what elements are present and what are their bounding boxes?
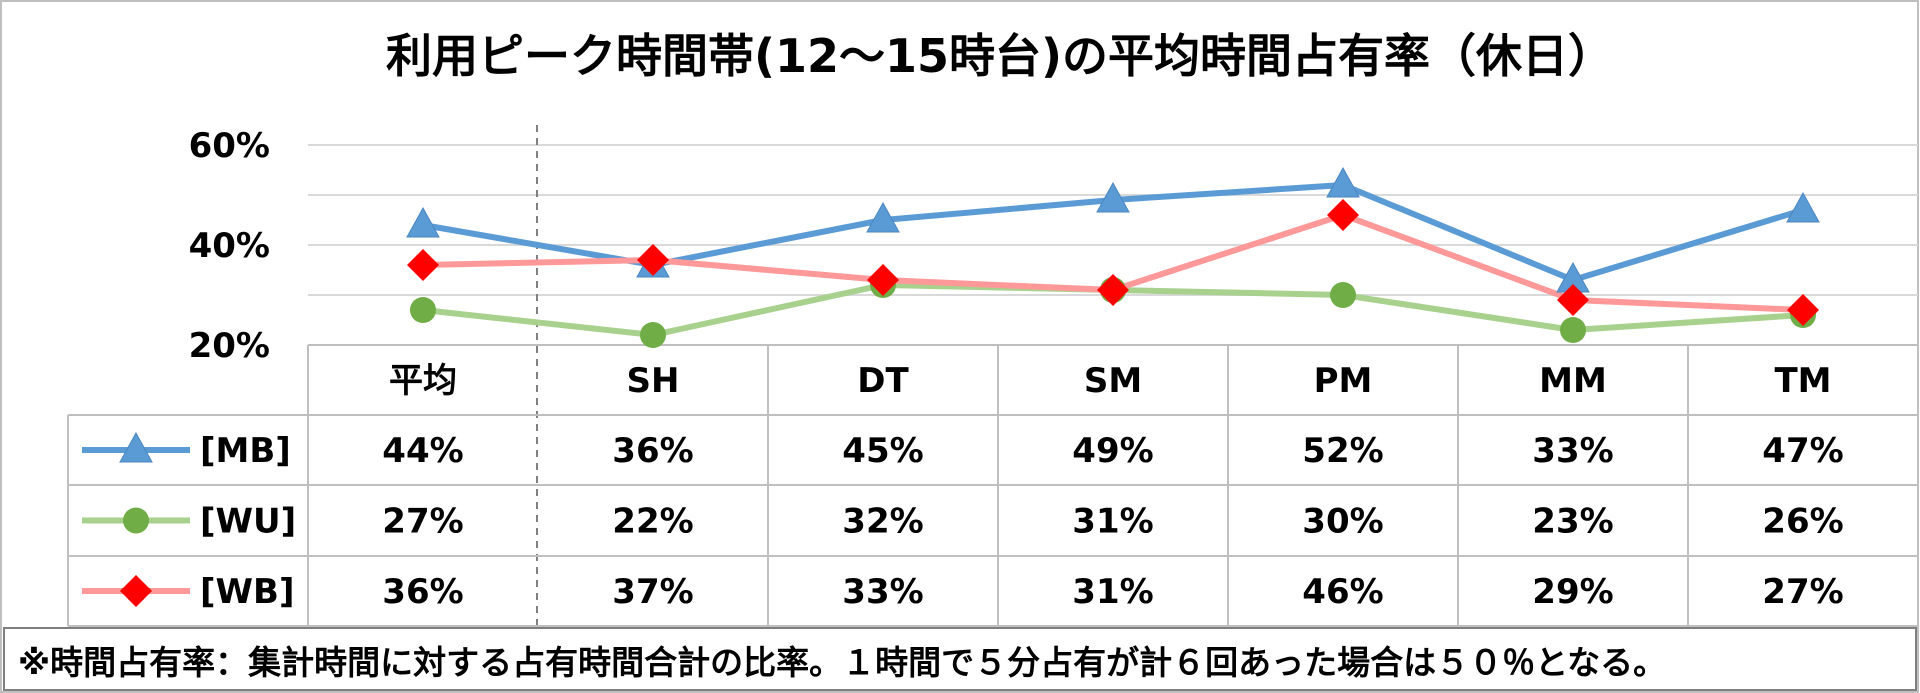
data-point-wb: [1097, 274, 1129, 306]
data-point-wu: [640, 322, 666, 348]
data-point-wu: [1330, 282, 1356, 308]
data-point-mb: [1096, 181, 1130, 213]
category-label: MM: [1539, 361, 1607, 401]
data-label-wb: 37%: [612, 572, 693, 612]
data-table-text: 平均 SH DT SM PM MM TM [MB] 44% 36% 45% 49% 52% 33% 47% […: [82, 361, 1844, 612]
data-label-wu: 31%: [1072, 502, 1153, 542]
data-point-wb: [407, 249, 439, 281]
legend-label-mb: [MB]: [200, 431, 291, 471]
y-tick-label: 60%: [189, 126, 270, 166]
data-label-wb: 31%: [1072, 572, 1153, 612]
data-label-mb: 52%: [1302, 431, 1383, 471]
data-label-wb: 33%: [842, 572, 923, 612]
data-point-mb: [1326, 166, 1360, 198]
y-axis-ticks: 60% 40% 20%: [189, 126, 270, 366]
data-label-wu: 26%: [1762, 502, 1843, 542]
data-point-wb: [1327, 199, 1359, 231]
data-point-wb: [637, 244, 669, 276]
data-label-mb: 44%: [382, 431, 463, 471]
legend-label-wu: [WU]: [200, 502, 296, 542]
legend-key-marker-wu: [123, 507, 149, 534]
data-label-wb: 29%: [1532, 572, 1613, 612]
series-layer: [406, 166, 1820, 348]
data-label-wu: 27%: [382, 502, 463, 542]
data-label-wb: 36%: [382, 572, 463, 612]
chart-title: 利用ピーク時間帯(12～15時台)の平均時間占有率（休日）: [386, 29, 1614, 83]
data-label-mb: 45%: [842, 431, 923, 471]
category-label: 平均: [389, 361, 457, 401]
footnote-box: [3, 627, 1917, 691]
category-label: SH: [627, 361, 680, 401]
data-label-mb: 47%: [1762, 431, 1843, 471]
legend-key-marker-wb: [120, 575, 152, 607]
data-label-wu: 30%: [1302, 502, 1383, 542]
data-point-mb: [866, 201, 900, 233]
data-point-mb: [406, 206, 440, 238]
data-point-wb: [1557, 284, 1589, 316]
y-tick-label: 40%: [189, 226, 270, 266]
data-label-mb: 49%: [1072, 431, 1153, 471]
y-tick-label: 20%: [189, 326, 270, 366]
data-point-wb: [1787, 294, 1819, 326]
data-label-wb: 27%: [1762, 572, 1843, 612]
category-label: SM: [1084, 361, 1142, 401]
data-label-wu: 22%: [612, 502, 693, 542]
data-label-mb: 36%: [612, 431, 693, 471]
data-label-wu: 32%: [842, 502, 923, 542]
category-label: DT: [857, 361, 909, 401]
data-table: [67, 344, 1919, 627]
data-point-wu: [1560, 317, 1586, 343]
legend-key-marker-mb: [119, 431, 153, 463]
data-point-wu: [410, 297, 436, 323]
category-label: TM: [1774, 361, 1831, 401]
category-label: PM: [1314, 361, 1373, 401]
data-label-mb: 33%: [1532, 431, 1613, 471]
data-point-mb: [1786, 191, 1820, 223]
data-label-wb: 46%: [1302, 572, 1383, 612]
footnote: ※時間占有率：集計時間に対する占有時間合計の比率。１時間で５分占有が計６回あった…: [18, 643, 1666, 682]
data-point-wb: [867, 264, 899, 296]
data-label-wu: 23%: [1532, 502, 1613, 542]
legend-label-wb: [WB]: [200, 572, 295, 612]
